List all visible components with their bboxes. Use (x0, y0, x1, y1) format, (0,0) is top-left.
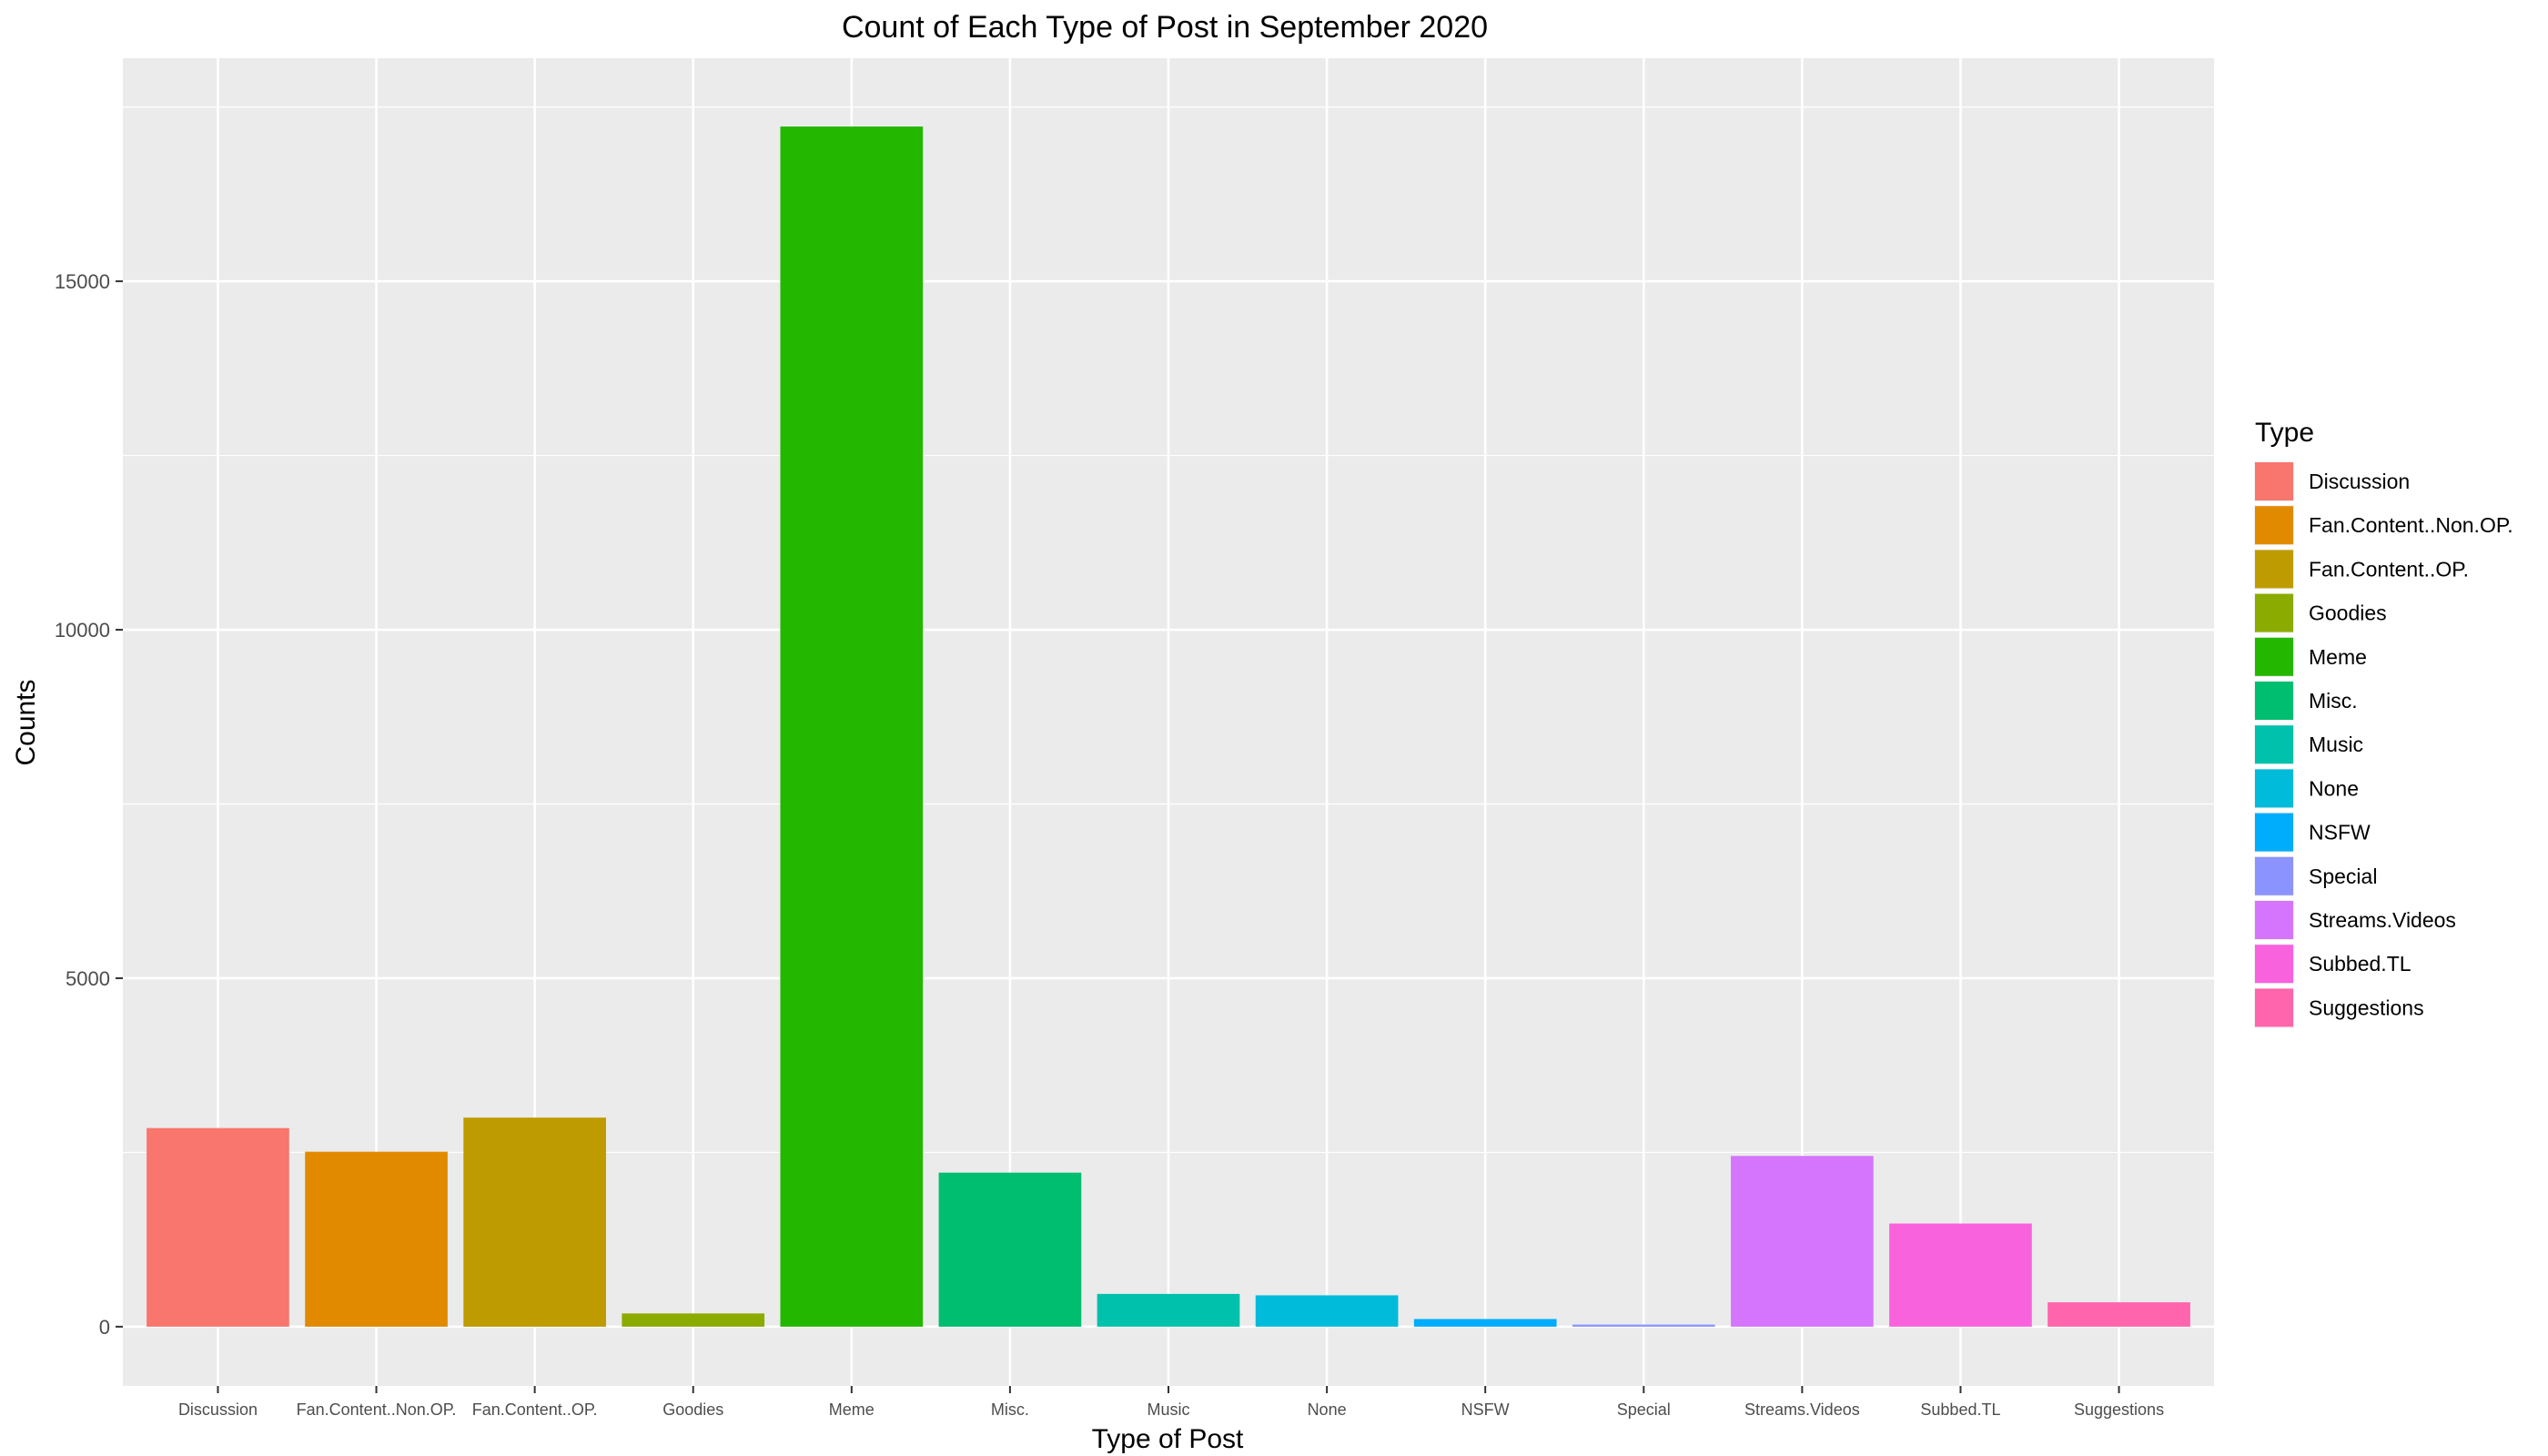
x-tick-label: Special (1617, 1400, 1671, 1419)
bar-suggestions (2048, 1302, 2190, 1327)
bar-fan-content-non-op (305, 1151, 448, 1327)
bar-none (1255, 1295, 1399, 1327)
legend-swatch (2255, 682, 2293, 720)
x-tick-label: Meme (829, 1400, 875, 1419)
legend-swatch (2255, 593, 2293, 632)
legend-label: Music (2309, 733, 2363, 756)
x-tick-label: Subbed.TL (1920, 1400, 2000, 1419)
bar-nsfw (1413, 1319, 1557, 1327)
x-tick-label: Suggestions (2074, 1400, 2164, 1419)
y-axis: 0 5000 10000 15000 (55, 270, 123, 1339)
x-axis: Discussion Fan.Content..Non.OP. Fan.Conten… (178, 1386, 2164, 1419)
y-tick-label: 10000 (55, 619, 110, 642)
y-axis-title: Counts (11, 679, 41, 765)
legend-label: Discussion (2309, 470, 2410, 493)
legend-swatch (2255, 945, 2293, 984)
bar-misc (938, 1172, 1082, 1327)
x-tick-label: None (1308, 1400, 1347, 1419)
legend-label: Special (2309, 864, 2377, 888)
x-tick-label: Streams.Videos (1744, 1400, 1860, 1419)
legend-swatch (2255, 550, 2293, 589)
x-tick-label: Discussion (178, 1400, 258, 1419)
bar-subbed-tl (1889, 1223, 2032, 1327)
legend-label: Fan.Content..Non.OP. (2309, 513, 2513, 537)
bar-meme (780, 126, 924, 1327)
legend-title: Type (2255, 418, 2314, 448)
legend-label: Misc. (2309, 689, 2358, 713)
x-axis-title: Type of Post (1092, 1424, 1244, 1454)
legend-swatch (2255, 506, 2293, 545)
x-tick-label: Misc. (991, 1400, 1029, 1419)
bar-discussion (147, 1127, 289, 1327)
legend-swatch (2255, 769, 2293, 808)
legend-swatch (2255, 988, 2293, 1027)
bar-fan-content-op (463, 1117, 606, 1327)
bar-music (1097, 1293, 1240, 1327)
x-tick-label: Fan.Content..OP. (472, 1400, 598, 1419)
legend-swatch (2255, 856, 2293, 895)
legend-swatch (2255, 901, 2293, 939)
x-tick-label: NSFW (1461, 1400, 1510, 1419)
legend-label: Fan.Content..OP. (2309, 557, 2469, 581)
x-tick-label: Music (1147, 1400, 1189, 1419)
legend-label: Suggestions (2309, 996, 2424, 1019)
legend-swatch (2255, 462, 2293, 500)
x-tick-label: Goodies (662, 1400, 723, 1419)
legend-swatch (2255, 725, 2293, 764)
legend-label: Meme (2309, 645, 2367, 669)
y-tick-label: 0 (99, 1316, 110, 1339)
legend-swatch (2255, 813, 2293, 852)
bar-streams-videos (1731, 1156, 1874, 1327)
legend-label: NSFW (2309, 821, 2371, 844)
chart-title: Count of Each Type of Post in September … (842, 10, 1488, 45)
bars (147, 126, 2190, 1327)
x-tick-label: Fan.Content..Non.OP. (297, 1400, 457, 1419)
legend-label: None (2309, 776, 2359, 800)
legend: Type Discussion Fan.Content..Non.OP. Fan.C… (2254, 418, 2513, 1028)
legend-label: Goodies (2309, 602, 2387, 625)
bar-goodies (622, 1313, 765, 1327)
legend-label: Subbed.TL (2309, 952, 2412, 976)
y-tick-label: 15000 (55, 270, 110, 293)
legend-swatch (2255, 637, 2293, 676)
bar-special (1572, 1324, 1715, 1327)
legend-label: Streams.Videos (2309, 908, 2456, 932)
y-tick-label: 5000 (66, 967, 110, 990)
